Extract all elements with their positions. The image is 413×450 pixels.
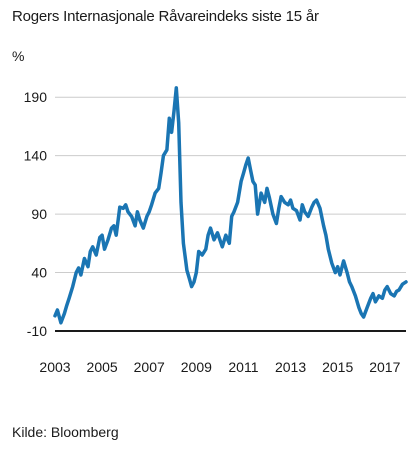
chart-title: Rogers Internasjonale Råvareindeks siste… — [12, 8, 319, 25]
y-tick-label: 90 — [31, 206, 47, 222]
y-tick-label: -10 — [27, 323, 47, 339]
x-tick-label: 2005 — [87, 359, 118, 375]
series-line — [53, 86, 408, 325]
x-tick-label: 2017 — [369, 359, 400, 375]
x-tick-label: 2003 — [39, 359, 70, 375]
source-note: Kilde: Bloomberg — [12, 424, 119, 440]
y-axis-unit-label: % — [12, 48, 25, 64]
y-tick-labels: -10 40 90 140 190 — [24, 89, 48, 339]
y-tick-label: 190 — [24, 89, 48, 105]
x-tick-label: 2015 — [322, 359, 353, 375]
x-tick-label: 2011 — [228, 359, 258, 375]
series-group — [53, 86, 408, 325]
y-tick-label: 140 — [24, 148, 48, 164]
x-tick-labels: 2003 2005 2007 2009 2011 2013 2015 2017 — [39, 359, 400, 375]
x-tick-label: 2009 — [181, 359, 212, 375]
y-tick-label: 40 — [31, 265, 47, 281]
grid-lines — [55, 96, 406, 274]
x-tick-label: 2013 — [275, 359, 306, 375]
x-tick-label: 2007 — [134, 359, 165, 375]
